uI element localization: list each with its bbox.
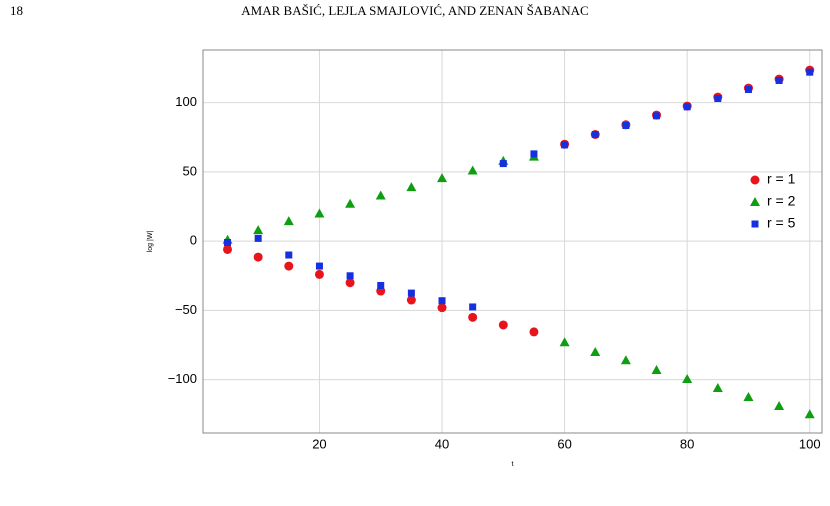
point bbox=[467, 165, 478, 175]
x-axis-label: t bbox=[512, 461, 514, 468]
point bbox=[712, 382, 723, 392]
point bbox=[774, 400, 785, 410]
point bbox=[283, 216, 294, 226]
point bbox=[253, 225, 264, 235]
point bbox=[224, 239, 232, 247]
point bbox=[529, 327, 539, 337]
point bbox=[559, 337, 570, 347]
point bbox=[345, 278, 355, 288]
point bbox=[561, 141, 569, 149]
legend-marker bbox=[750, 197, 760, 206]
x-tick-label: 60 bbox=[557, 436, 571, 451]
point bbox=[406, 182, 417, 192]
point bbox=[775, 76, 783, 84]
point bbox=[377, 281, 385, 289]
point bbox=[683, 103, 691, 111]
point bbox=[651, 364, 662, 374]
legend-label: r = 5 bbox=[767, 215, 796, 231]
point bbox=[314, 269, 324, 279]
point bbox=[254, 234, 262, 242]
point bbox=[744, 85, 752, 93]
point bbox=[375, 190, 386, 200]
x-tick-label: 20 bbox=[312, 436, 326, 451]
running-head: AMAR BAŠIĆ, LEJLA SMAJLOVIĆ, AND ZENAN Š… bbox=[241, 3, 588, 18]
point bbox=[743, 391, 754, 401]
x-tick-label: 80 bbox=[680, 436, 694, 451]
point bbox=[591, 130, 599, 138]
y-axis-label: log |W| bbox=[147, 231, 154, 253]
y-tick-label: 0 bbox=[190, 233, 197, 248]
point bbox=[253, 252, 263, 262]
point bbox=[314, 208, 325, 218]
point bbox=[285, 251, 293, 259]
plot: 20 40 60 80 100 −100 −50 0 50 100 t log |W| r = 1 r =… bbox=[147, 49, 823, 468]
point bbox=[469, 303, 477, 311]
point bbox=[714, 94, 722, 102]
y-tick-label: 100 bbox=[175, 94, 197, 109]
page-number: 18 bbox=[10, 3, 23, 18]
point bbox=[804, 409, 815, 419]
point bbox=[622, 121, 630, 129]
point bbox=[653, 112, 661, 120]
point bbox=[438, 297, 446, 305]
legend-label: r = 2 bbox=[767, 193, 796, 209]
x-tick-label: 40 bbox=[435, 436, 449, 451]
point bbox=[468, 312, 478, 322]
point bbox=[530, 150, 538, 158]
legend-marker bbox=[750, 175, 760, 185]
point bbox=[437, 173, 448, 183]
point bbox=[498, 320, 508, 330]
point bbox=[590, 346, 601, 356]
point bbox=[315, 262, 323, 270]
point bbox=[620, 355, 631, 365]
point bbox=[346, 272, 354, 280]
y-tick-label: −100 bbox=[168, 371, 197, 386]
point bbox=[806, 68, 814, 76]
x-tick-label: 100 bbox=[799, 436, 821, 451]
point bbox=[407, 289, 415, 297]
y-tick-label: 50 bbox=[183, 163, 197, 178]
plot-frame bbox=[202, 49, 823, 434]
point bbox=[345, 198, 356, 208]
point bbox=[223, 244, 233, 254]
legend-label: r = 1 bbox=[767, 171, 796, 187]
point bbox=[406, 295, 416, 305]
point bbox=[682, 373, 693, 383]
legend-marker bbox=[751, 220, 759, 228]
point bbox=[499, 160, 507, 168]
y-tick-label: −50 bbox=[175, 302, 197, 317]
point bbox=[437, 303, 447, 313]
point bbox=[284, 261, 294, 271]
